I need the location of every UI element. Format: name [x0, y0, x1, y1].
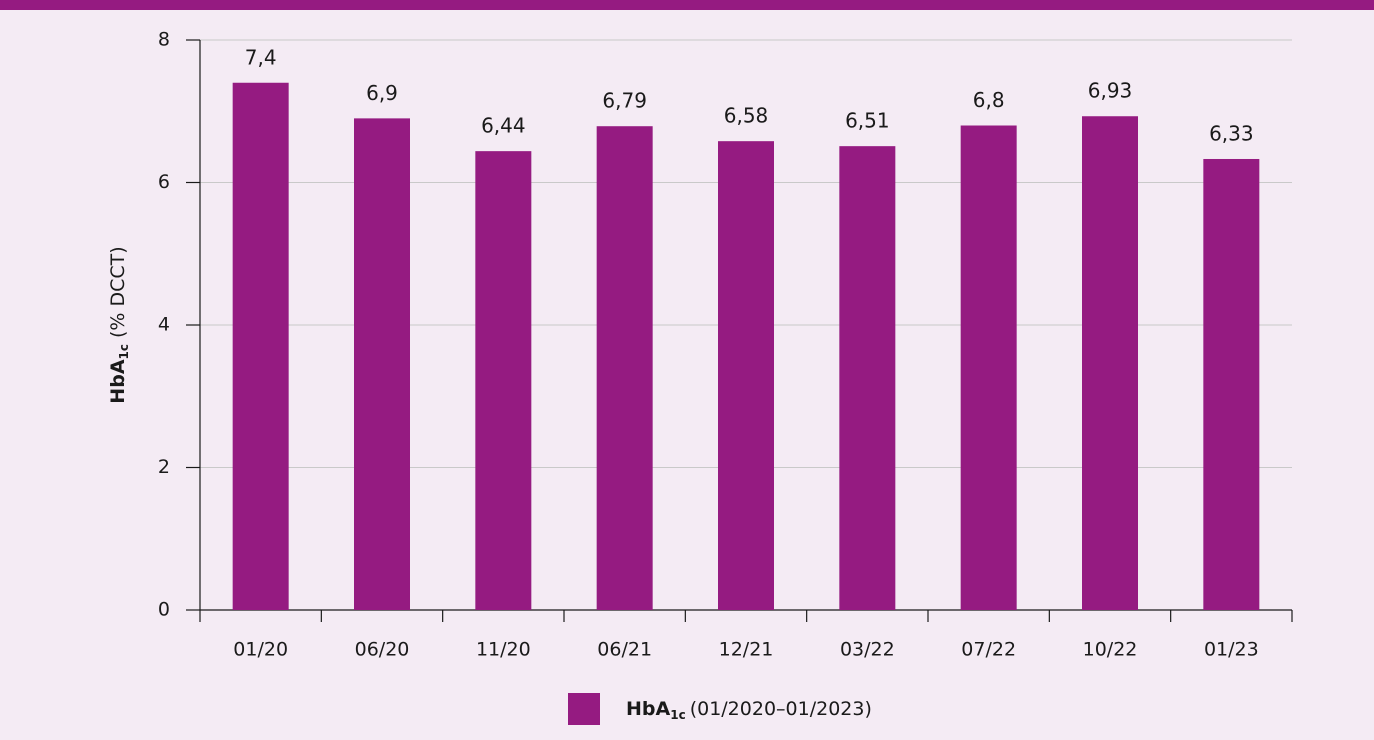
data-label: 7,4 [245, 45, 277, 69]
bar [475, 151, 532, 610]
top-band [0, 0, 1374, 10]
bar [839, 146, 896, 610]
y-tick-label: 6 [158, 171, 170, 193]
legend-sub: 1c [670, 708, 685, 722]
y-tick-label: 8 [158, 29, 170, 51]
legend-swatch [568, 693, 600, 725]
bar [960, 125, 1017, 610]
y-label-main: HbA [107, 359, 129, 404]
y-label-rest: (% DCCT) [107, 246, 129, 338]
data-label: 6,93 [1088, 79, 1133, 103]
data-label: 6,9 [366, 81, 398, 105]
bar [354, 118, 410, 610]
x-tick-label: 03/22 [840, 639, 895, 661]
data-label: 6,58 [724, 104, 769, 128]
data-label: 6,33 [1209, 121, 1254, 145]
y-label-sub: 1c [117, 344, 131, 359]
x-tick-label: 07/22 [961, 639, 1016, 661]
legend-main: HbA [626, 698, 671, 720]
bar [1203, 158, 1260, 611]
legend-label: HbA1c (01/2020–01/2023) [626, 698, 872, 722]
y-tick-label: 0 [158, 599, 170, 621]
data-label: 6,44 [481, 114, 526, 138]
x-tick-label: 12/21 [719, 639, 774, 661]
x-tick-label: 11/20 [476, 639, 531, 661]
y-tick-label: 4 [158, 314, 170, 336]
x-tick-label: 01/23 [1204, 639, 1259, 661]
x-tick-label: 10/22 [1083, 639, 1138, 661]
data-label: 6,79 [602, 89, 647, 113]
bar [718, 141, 774, 611]
bar [1082, 116, 1138, 611]
x-tick-label: 01/20 [233, 639, 288, 661]
x-tick-label: 06/21 [597, 639, 652, 661]
data-label: 6,51 [845, 109, 890, 133]
legend-rest: (01/2020–01/2023) [690, 698, 872, 720]
bar [596, 126, 653, 611]
data-label: 6,8 [973, 88, 1005, 112]
x-tick-label: 06/20 [355, 639, 410, 661]
y-tick-label: 2 [158, 456, 170, 478]
y-axis-label: HbA1c (% DCCT) [107, 246, 131, 403]
bar [232, 82, 289, 610]
